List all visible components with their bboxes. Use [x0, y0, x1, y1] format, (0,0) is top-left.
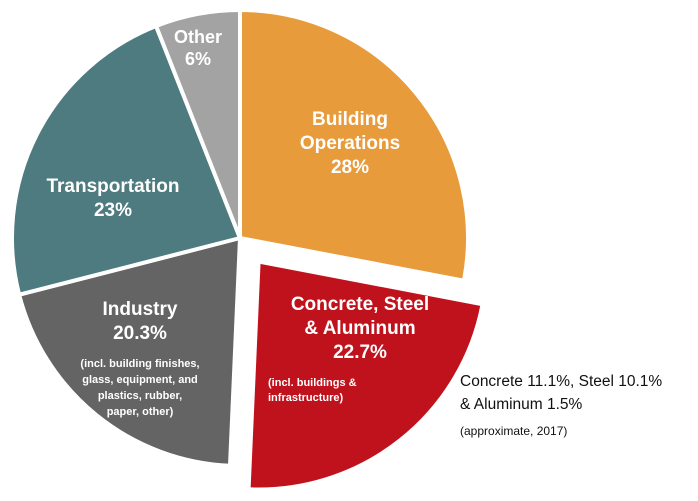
pie-slice-building-operations [238, 8, 470, 283]
annotation-line-2: & Aluminum 1.5% [460, 396, 583, 413]
slice-value-other: 6% [185, 49, 211, 69]
pie-slices [10, 8, 485, 492]
annotation-subnote: (approximate, 2017) [460, 424, 567, 438]
slice-label-text-transportation: Transportation 23% [46, 176, 179, 221]
slice-value-transportation: 23% [94, 200, 132, 221]
pie-slice-transportation [10, 24, 242, 297]
slice-label-building-operations: Building Operations 28% [300, 109, 400, 178]
pie-slice-industry [17, 236, 242, 468]
slice-label-other: Other 6% [174, 27, 222, 69]
slice-value-industry: 20.3% [113, 323, 167, 344]
pie-labels: Building Operations 28% Concrete, Steel & Al… [46, 27, 429, 418]
slice-note-industry: (incl. building finishes, glass, equipmen… [80, 358, 199, 418]
slice-label-text-other: Other 6% [174, 27, 222, 69]
slice-label-text-building-operations: Building Operations 28% [300, 109, 400, 178]
slice-label-text-concrete-steel-aluminum: Concrete, Steel & Aluminum 22.7% [291, 294, 429, 363]
slice-value-concrete-steel-aluminum: 22.7% [333, 342, 387, 363]
pie-slice-other [154, 8, 242, 240]
slice-label-industry: Industry 20.3% (incl. building finishes, gl… [80, 299, 199, 418]
slice-label-transportation: Transportation 23% [46, 176, 179, 221]
slice-value-building-operations: 28% [331, 157, 369, 178]
slice-label-text-industry: Industry 20.3% [103, 299, 178, 344]
annotation-line-1: Concrete 11.1%, Steel 10.1% [460, 373, 662, 390]
slice-note-concrete-steel-aluminum: (incl. buildings & infrastructure) [268, 377, 357, 404]
pie-slice-concrete-steel-aluminum [246, 259, 485, 492]
side-annotation: Concrete 11.1%, Steel 10.1% & Aluminum 1… [460, 373, 662, 438]
slice-label-concrete-steel-aluminum: Concrete, Steel & Aluminum 22.7% (incl. bui… [268, 294, 429, 404]
